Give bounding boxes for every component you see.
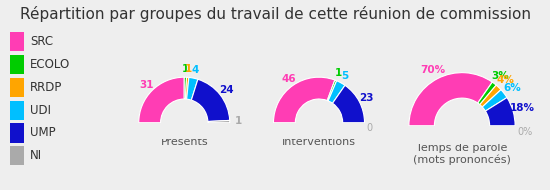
Text: 6%: 6% — [503, 83, 521, 93]
Wedge shape — [185, 77, 189, 99]
Text: 46: 46 — [281, 74, 296, 84]
Text: 4: 4 — [191, 65, 199, 75]
Bar — [9, 124, 24, 142]
Text: Présents: Présents — [161, 137, 208, 147]
Wedge shape — [333, 85, 365, 123]
Wedge shape — [139, 77, 184, 123]
Wedge shape — [208, 120, 230, 123]
Text: 31: 31 — [139, 80, 153, 90]
Text: 3%: 3% — [491, 71, 509, 81]
Text: SRC: SRC — [30, 35, 53, 48]
Text: 1: 1 — [182, 64, 189, 74]
Bar — [257, 123, 381, 152]
Bar — [9, 32, 24, 51]
Text: 18%: 18% — [510, 103, 535, 113]
Text: 23: 23 — [359, 93, 374, 103]
Bar — [9, 146, 24, 165]
Bar — [123, 123, 246, 152]
Bar — [390, 126, 534, 160]
Wedge shape — [486, 97, 515, 126]
Wedge shape — [328, 81, 345, 103]
Text: 24: 24 — [219, 85, 234, 95]
Text: 0: 0 — [367, 123, 373, 133]
Wedge shape — [409, 73, 492, 126]
Wedge shape — [480, 85, 501, 107]
Wedge shape — [273, 77, 335, 123]
Wedge shape — [186, 77, 198, 100]
Wedge shape — [184, 77, 186, 99]
Bar — [9, 55, 24, 74]
Text: NI: NI — [30, 149, 42, 162]
Text: UDI: UDI — [30, 104, 51, 117]
Wedge shape — [478, 82, 496, 105]
Text: 1: 1 — [185, 64, 192, 74]
Text: 70%: 70% — [420, 65, 446, 75]
Text: Temps de parole
(mots prononcés): Temps de parole (mots prononcés) — [413, 143, 511, 165]
Text: UMP: UMP — [30, 127, 56, 139]
Bar — [9, 101, 24, 120]
Wedge shape — [327, 80, 337, 101]
Text: Répartition par groupes du travail de cette réunion de commission: Répartition par groupes du travail de ce… — [19, 6, 531, 22]
Text: ECOLO: ECOLO — [30, 58, 70, 71]
Text: 5: 5 — [341, 71, 349, 81]
Text: 1: 1 — [234, 116, 241, 126]
Wedge shape — [191, 79, 230, 122]
Bar — [9, 78, 24, 97]
Text: Interventions: Interventions — [282, 137, 356, 147]
Text: RRDP: RRDP — [30, 81, 62, 94]
Wedge shape — [482, 90, 507, 111]
Text: 0%: 0% — [518, 127, 533, 137]
Text: 4%: 4% — [496, 75, 514, 86]
Text: 1: 1 — [335, 68, 343, 78]
